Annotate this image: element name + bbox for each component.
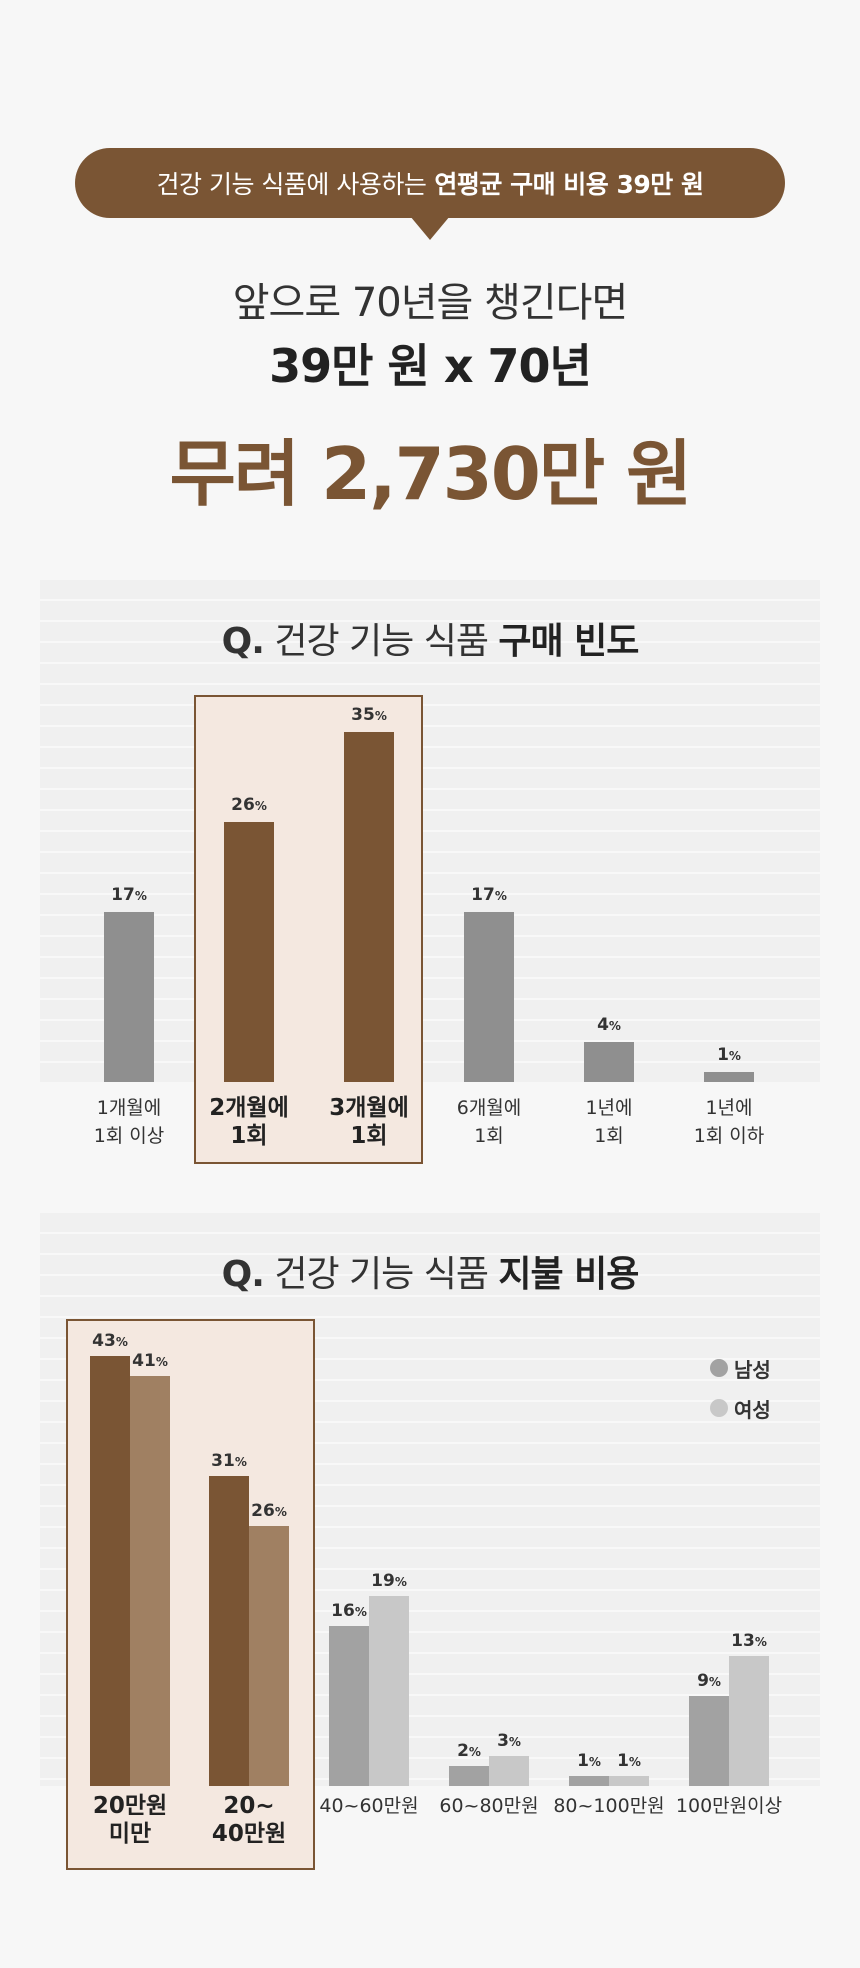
x-label-line: 1회 [594, 1125, 624, 1147]
x-label-line: 미만 [108, 1821, 152, 1847]
x-label-line: 40~60만원 [319, 1795, 419, 1817]
spending-x-label: 80~100만원 [539, 1792, 679, 1820]
legend-dot-female [710, 1399, 728, 1417]
spending-x-label: 40~60만원 [299, 1792, 439, 1820]
summary-bubble: 건강 기능 식품에 사용하는 연평균 구매 비용 39만 원 [75, 148, 785, 218]
bubble-text: 건강 기능 식품에 사용하는 [156, 170, 427, 199]
frequency-x-label: 2개월에 1회 [179, 1094, 319, 1150]
legend-item-male: 남성 [710, 1348, 771, 1388]
x-label-line: 1년에 [585, 1097, 633, 1119]
x-label-line: 1개월에 [96, 1097, 162, 1119]
spending-legend: 남성 여성 [710, 1348, 771, 1428]
frequency-x-label: 3개월에 1회 [299, 1094, 439, 1150]
spending-highlight-box [66, 1319, 315, 1870]
bubble-tail [410, 216, 450, 240]
frequency-x-label: 1년에 1회 [539, 1094, 679, 1150]
total-amount: 무려 2,730만 원 [169, 432, 693, 516]
title-bold: 지불 비용 [498, 1254, 639, 1295]
spending-x-label: 20만원 미만 [60, 1792, 200, 1848]
x-label-line: 3개월에 [329, 1095, 409, 1121]
title-q-mark: Q. [221, 1254, 265, 1295]
title-q-mark: Q. [221, 621, 265, 662]
x-label-line: 40만원 [211, 1821, 287, 1847]
x-label-line: 1회 이상 [93, 1125, 165, 1147]
x-label-line: 2개월에 [209, 1095, 289, 1121]
x-label-line: 1년에 [705, 1097, 753, 1119]
frequency-x-label: 1년에 1회 이하 [659, 1094, 799, 1150]
legend-label-female: 여성 [734, 1397, 771, 1422]
x-label-line: 80~100만원 [553, 1795, 665, 1817]
x-label-line: 6개월에 [456, 1097, 522, 1119]
frequency-chart-title: Q. 건강 기능 식품 구매 빈도 [40, 612, 820, 664]
x-label-line: 20~ [223, 1793, 275, 1819]
bubble-bold-text: 연평균 구매 비용 39만 원 [434, 170, 704, 199]
title-bold: 구매 빈도 [498, 621, 639, 662]
x-label-line: 1회 [474, 1125, 504, 1147]
x-label-line: 60~80만원 [439, 1795, 539, 1817]
spending-x-label: 60~80만원 [419, 1792, 559, 1820]
subtitle-line: 앞으로 70년을 챙긴다면 [232, 280, 629, 326]
panel-background [40, 580, 820, 1082]
frequency-chart-panel: Q. 건강 기능 식품 구매 빈도 [40, 580, 820, 1082]
x-label-line: 1회 [350, 1123, 388, 1149]
legend-item-female: 여성 [710, 1388, 771, 1428]
title-text: 건강 기능 식품 [274, 1254, 489, 1295]
frequency-x-label: 1개월에 1회 이상 [59, 1094, 199, 1150]
spending-x-label: 20~ 40만원 [179, 1792, 319, 1848]
x-label-line: 1회 [230, 1123, 268, 1149]
frequency-x-label: 6개월에 1회 [419, 1094, 559, 1150]
x-label-line: 20만원 [92, 1793, 168, 1819]
spending-x-label: 100만원이상 [659, 1792, 799, 1820]
formula-line: 39만 원 x 70년 [269, 339, 592, 393]
spending-chart-title: Q. 건강 기능 식품 지불 비용 [40, 1245, 820, 1297]
x-label-line: 1회 이하 [693, 1125, 765, 1147]
legend-dot-male [710, 1359, 728, 1377]
x-label-line: 100만원이상 [675, 1795, 783, 1817]
title-text: 건강 기능 식품 [274, 621, 489, 662]
legend-label-male: 남성 [734, 1357, 771, 1382]
